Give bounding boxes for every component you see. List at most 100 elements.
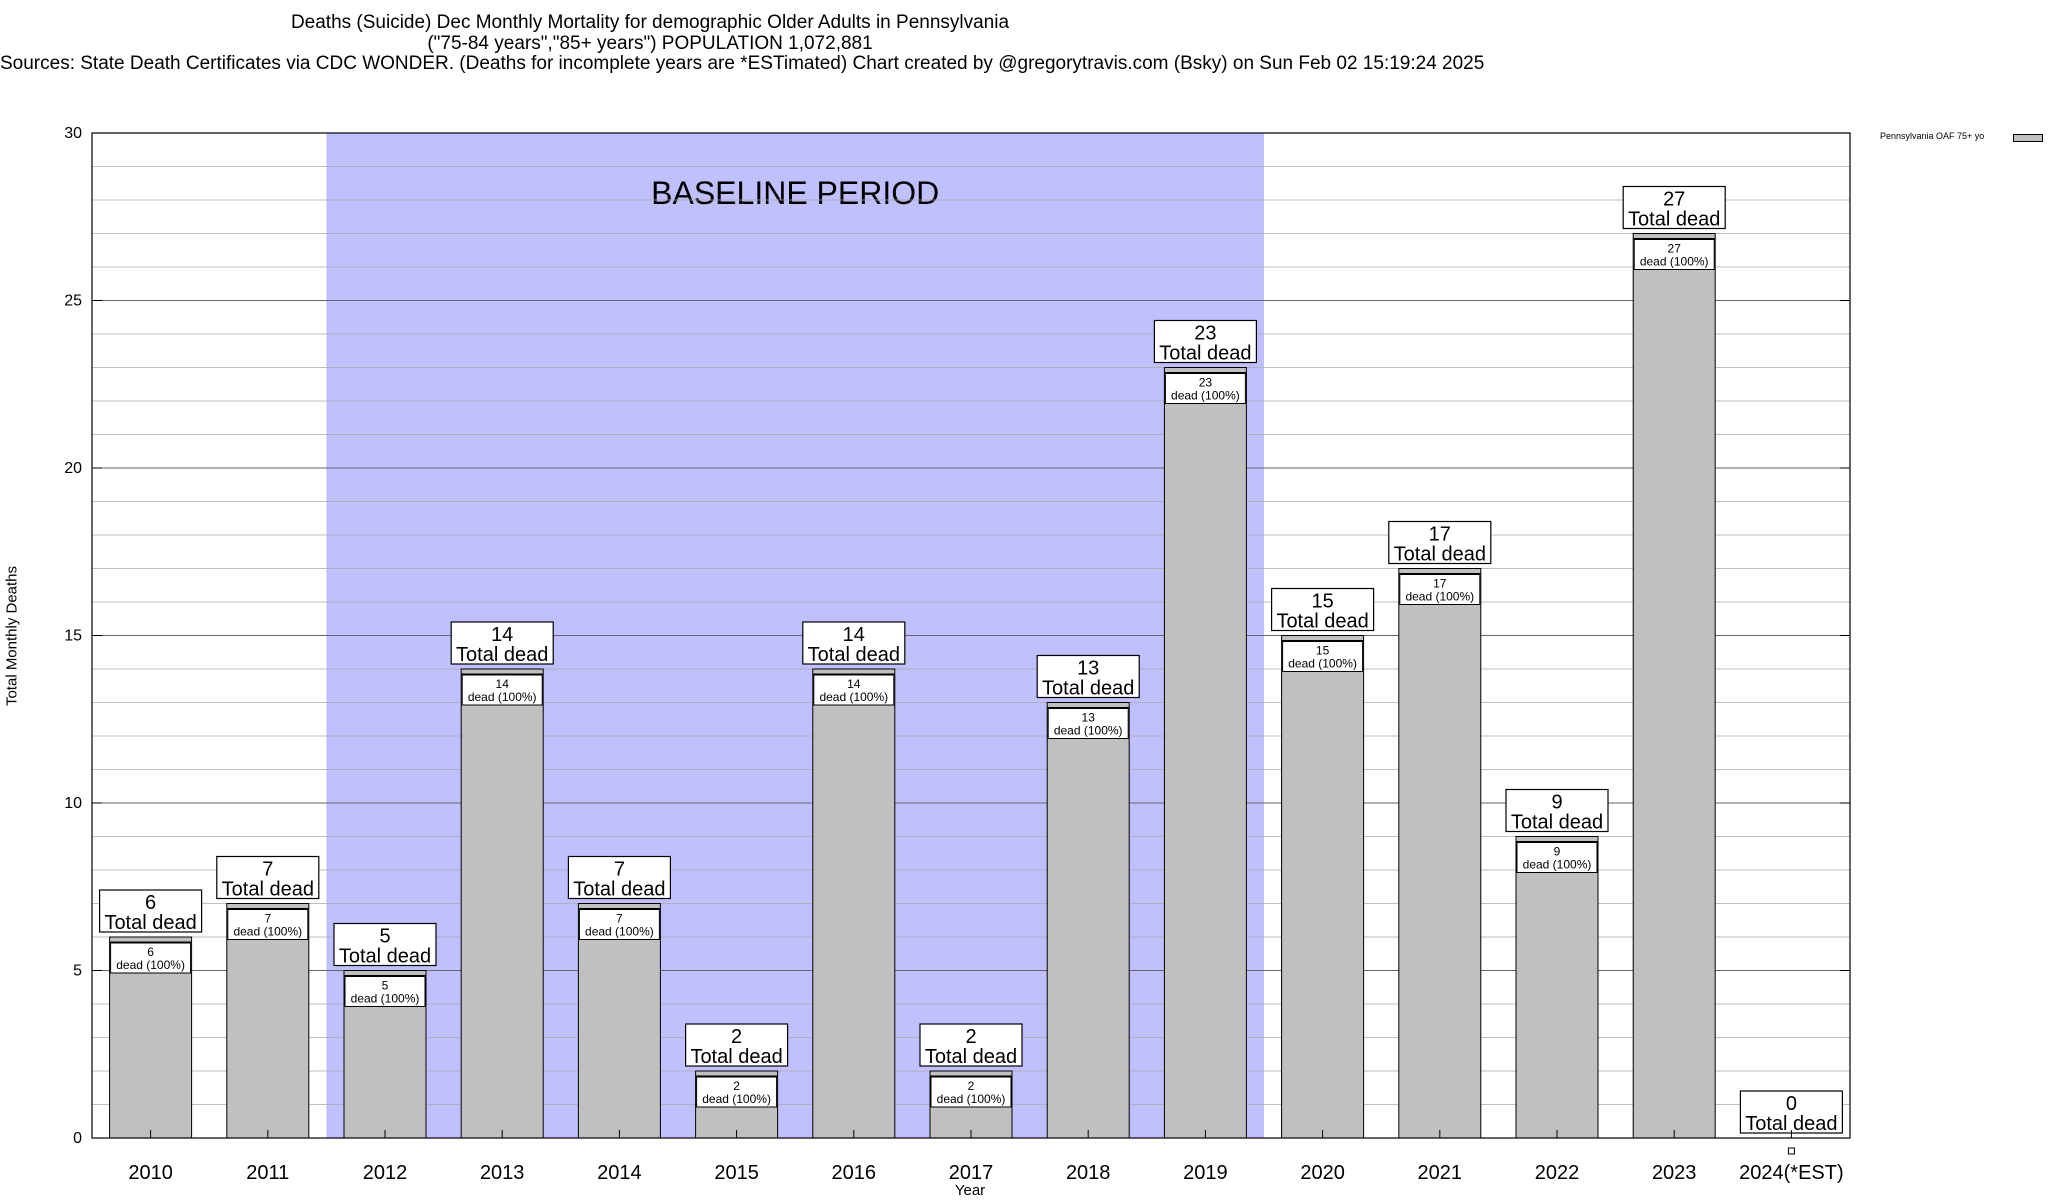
total-label-box [1505, 788, 1609, 833]
inner-label-box [461, 674, 543, 706]
inner-value-label: 23 [1199, 376, 1213, 390]
x-tick-label: 2016 [832, 1162, 877, 1184]
inner-value-label: 2 [968, 1079, 975, 1093]
inner-label-box [1047, 708, 1129, 739]
total-label-box [216, 855, 320, 900]
inner-pct-label: dead (100%) [351, 992, 420, 1006]
total-value-label: 9 [1551, 792, 1562, 814]
total-value-label: 14 [843, 624, 865, 646]
total-label-box [919, 1023, 1023, 1067]
x-tick-label: 2024(*EST) [1739, 1162, 1844, 1184]
inner-pct-label: dead (100%) [116, 958, 185, 972]
total-text-label: Total dead [1628, 209, 1720, 231]
inner-pct-label: dead (100%) [702, 1092, 771, 1106]
total-text-label: Total dead [1042, 678, 1134, 700]
total-text-label: Total dead [1276, 611, 1368, 633]
inner-value-label: 15 [1316, 644, 1330, 658]
bar [1398, 568, 1482, 1139]
total-label-box [1036, 654, 1140, 699]
total-value-label: 0 [1786, 1093, 1797, 1115]
inner-label-box [578, 909, 660, 940]
total-value-label: 7 [614, 859, 625, 881]
inner-label-box [1282, 641, 1364, 672]
x-tick-label: 2013 [480, 1162, 525, 1184]
total-value-label: 23 [1194, 323, 1216, 345]
x-tick-label: 2010 [128, 1162, 173, 1184]
inner-label-box [1399, 574, 1481, 605]
x-tick-label: 2021 [1418, 1162, 1463, 1184]
y-tick-label: 5 [73, 963, 82, 980]
total-value-label: 2 [731, 1026, 742, 1048]
bar [460, 668, 544, 1139]
inner-value-label: 17 [1433, 577, 1447, 591]
inner-value-label: 14 [847, 677, 861, 691]
legend-swatch [2013, 134, 2043, 142]
inner-label-box [344, 976, 426, 1007]
bar [1515, 836, 1599, 1139]
inner-value-label: 27 [1668, 242, 1682, 256]
x-axis-label: Year [954, 1182, 986, 1199]
total-value-label: 5 [379, 926, 390, 948]
total-label-box [1388, 520, 1492, 565]
inner-label-box [227, 909, 309, 940]
total-value-label: 17 [1429, 524, 1451, 546]
y-tick-label: 0 [73, 1130, 82, 1147]
total-value-label: 14 [491, 624, 513, 646]
total-text-label: Total dead [1159, 343, 1251, 365]
bar [1632, 233, 1716, 1139]
inner-label-box [813, 674, 895, 706]
total-text-label: Total dead [1745, 1113, 1837, 1135]
inner-pct-label: dead (100%) [1054, 724, 1123, 738]
bar [226, 903, 310, 1139]
y-tick-label: 10 [64, 795, 82, 812]
x-tick-label: 2015 [714, 1162, 759, 1184]
inner-pct-label: dead (100%) [233, 925, 302, 939]
total-text-label: Total dead [808, 644, 900, 666]
inner-pct-label: dead (100%) [1640, 255, 1709, 269]
inner-value-label: 7 [264, 912, 271, 926]
x-tick-label: 2017 [949, 1162, 994, 1184]
inner-value-label: 2 [733, 1079, 740, 1093]
bar [1046, 702, 1130, 1139]
x-tick-label: 2014 [597, 1162, 642, 1184]
inner-label-box [930, 1076, 1012, 1108]
inner-pct-label: dead (100%) [819, 690, 888, 704]
inner-value-label: 14 [496, 677, 510, 691]
inner-pct-label: dead (100%) [937, 1092, 1006, 1106]
inner-label-box [1516, 842, 1598, 873]
total-value-label: 15 [1311, 591, 1333, 613]
chart-subtitle: ("75-84 years","85+ years") POPULATION 1… [427, 33, 873, 54]
total-text-label: Total dead [925, 1046, 1017, 1068]
x-tick-label: 2020 [1300, 1162, 1345, 1184]
chart-title: Deaths (Suicide) Dec Monthly Mortality f… [290, 12, 1010, 33]
inner-value-label: 7 [616, 912, 623, 926]
total-label-box [1270, 587, 1375, 632]
y-tick-label: 15 [64, 628, 82, 645]
x-tick-label: 2019 [1183, 1162, 1228, 1184]
inner-pct-label: dead (100%) [1523, 858, 1592, 872]
total-value-label: 2 [965, 1026, 976, 1048]
total-text-label: Total dead [1394, 544, 1486, 566]
inner-label-box [110, 942, 192, 974]
inner-pct-label: dead (100%) [1171, 389, 1240, 403]
x-tick-label: 2018 [1066, 1162, 1111, 1184]
total-label-box [98, 889, 203, 933]
plot-frame [91, 132, 1851, 1139]
inner-pct-label: dead (100%) [1288, 657, 1357, 671]
bar [1163, 367, 1247, 1139]
total-label-box [1622, 185, 1726, 230]
inner-label-box [1633, 239, 1715, 270]
x-tick-label: 2023 [1652, 1162, 1697, 1184]
bar [812, 668, 896, 1139]
total-text-label: Total dead [1511, 812, 1603, 834]
legend-label: Pennsylvania OAF 75+ yo [1880, 131, 1985, 141]
bar [577, 903, 661, 1139]
inner-value-label: 13 [1082, 711, 1096, 725]
total-value-label: 27 [1663, 189, 1685, 211]
total-label-box [802, 621, 906, 665]
total-text-label: Total dead [339, 946, 431, 968]
baseline-label: BASELINE PERIOD [651, 175, 939, 211]
total-text-label: Total dead [690, 1046, 782, 1068]
inner-value-label: 5 [382, 979, 389, 993]
